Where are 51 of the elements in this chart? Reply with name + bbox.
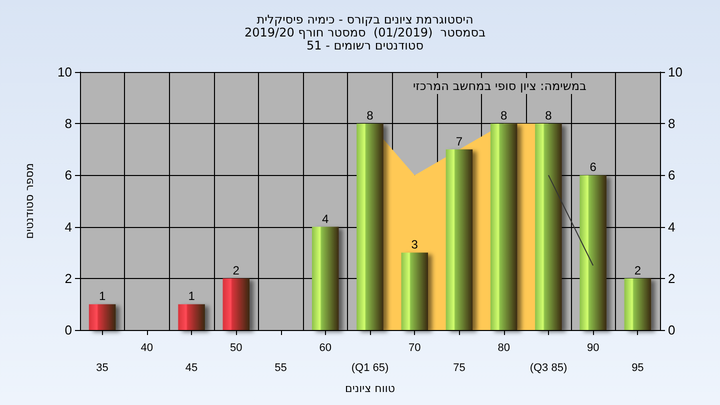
bar (356, 124, 384, 330)
data-label: 1 (98, 289, 106, 304)
y-tick-label: 2 (64, 270, 72, 286)
x-tick-label: (Q1 65) (351, 362, 389, 374)
x-tick-label: 95 (632, 362, 644, 374)
x-tick-label: 35 (96, 362, 108, 374)
x-tick-label: 80 (498, 342, 510, 354)
y2-tick-label: 4 (668, 219, 676, 234)
bar (88, 304, 116, 330)
y-tick-label: 0 (64, 322, 72, 338)
y-axis-title: מספר סטודנטים (23, 163, 36, 239)
y2-tick-label: 2 (668, 270, 676, 286)
y-tick-label: 10 (58, 64, 72, 80)
x-tick-label: 50 (230, 342, 242, 354)
bar (624, 278, 652, 330)
bar (580, 175, 606, 330)
data-label: 7 (456, 134, 463, 148)
data-label: 1 (188, 289, 196, 304)
data-label: 6 (590, 160, 597, 174)
bar (178, 304, 205, 330)
y2-tick-label: 10 (668, 64, 682, 80)
annotation: במשימה: ציון סופי במחשב המרכזי (413, 79, 587, 93)
y2-tick-label: 6 (668, 168, 676, 183)
y-tick-label: 8 (64, 116, 72, 132)
x-tick-label: 40 (140, 342, 154, 354)
data-label: 8 (545, 108, 552, 123)
y-tick-label: 6 (64, 168, 72, 183)
data-label: 8 (500, 108, 508, 123)
x-axis-title: טווח ציונים (345, 382, 395, 395)
x-tick-label: 75 (453, 362, 466, 374)
data-label: 3 (411, 238, 418, 252)
x-tick-label: 45 (185, 362, 198, 374)
data-label: 8 (366, 108, 374, 123)
bar (446, 149, 473, 330)
x-tick-label: (Q3 85) (530, 362, 568, 374)
bar (490, 124, 518, 330)
data-label: 4 (322, 212, 330, 226)
x-tick-label: 55 (274, 362, 287, 374)
x-tick-label: 60 (319, 342, 332, 354)
bar (535, 124, 562, 330)
bar (401, 252, 428, 330)
y2-tick-label: 0 (668, 322, 676, 338)
chart-title: היסטוגרמת ציונים בקורס - כימיה פיסיקלית בסמסטר (01/2019) סמסטר חורף 2019/20 סטודנטים רשומים - 51 (244, 12, 486, 52)
y2-tick-label: 8 (668, 116, 676, 132)
x-tick-label: 90 (586, 342, 600, 354)
bar (222, 278, 250, 330)
y-tick-label: 4 (64, 219, 72, 234)
x-tick-label: 70 (408, 342, 421, 354)
bar (312, 226, 339, 330)
data-label: 2 (634, 263, 642, 278)
data-label: 2 (232, 263, 240, 278)
